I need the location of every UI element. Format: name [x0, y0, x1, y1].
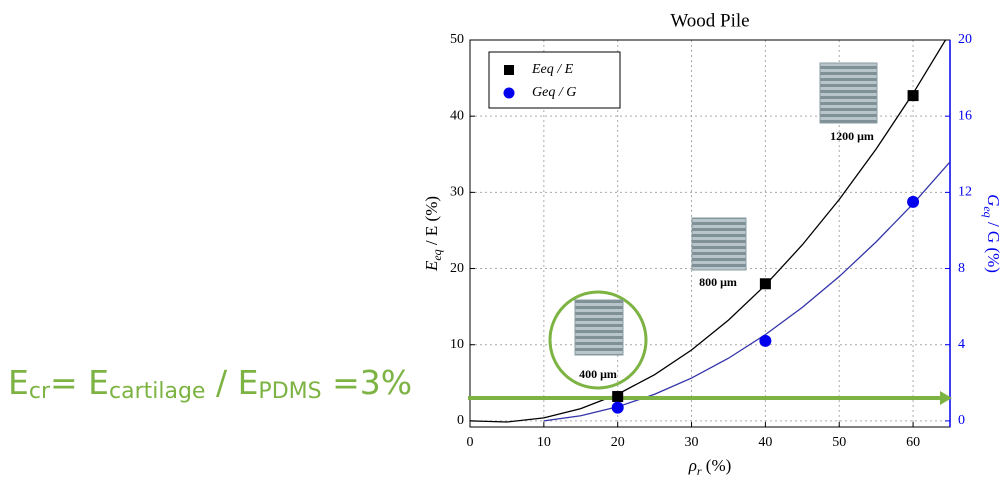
x-axis-label-rest: (%)	[702, 456, 732, 475]
y2-axis-label-rest: / G (%)	[984, 218, 1003, 273]
threshold-label-part: = E	[50, 363, 109, 402]
x-axis-label-main: ρ	[688, 456, 697, 475]
y-axis-label: Eeq / E (%)	[422, 196, 444, 272]
x-axis-label: ρr (%)	[688, 456, 732, 478]
threshold-label-part: cartilage	[109, 379, 205, 404]
inset-label: 800 μm	[699, 275, 737, 289]
threshold-label-part: cr	[29, 379, 51, 404]
y-tick-label: 30	[450, 185, 464, 200]
x-tick-label: 10	[537, 435, 551, 450]
y2-axis-label-sub: eq	[981, 206, 995, 217]
inset-label: 1200 μm	[830, 129, 874, 143]
y2-tick-label: 12	[958, 185, 972, 200]
threshold-label: Ecr= Ecartilage / EPDMS =3%	[8, 363, 412, 405]
y2-tick-label: 20	[958, 32, 972, 47]
y-axis-label-sub: eq	[430, 249, 444, 260]
legend-label: Geq / G	[532, 85, 576, 100]
y2-tick-label: 16	[958, 108, 972, 123]
y-tick-label: 0	[457, 413, 464, 428]
point	[759, 335, 771, 347]
point	[612, 391, 623, 402]
point	[612, 402, 624, 414]
threshold-label-part: / E	[205, 363, 258, 402]
x-tick-label: 20	[611, 435, 625, 450]
y-tick-label: 40	[450, 108, 464, 123]
y-axis-label-rest: / E (%)	[422, 196, 441, 249]
y-tick-label: 20	[450, 261, 464, 276]
legend-label: Eeq / E	[531, 62, 574, 77]
point	[908, 90, 919, 101]
y-tick-label: 10	[450, 337, 464, 352]
x-tick-label: 60	[906, 435, 920, 450]
threshold-label-part: E	[8, 363, 29, 402]
x-tick-label: 40	[758, 435, 772, 450]
y2-tick-label: 0	[958, 413, 965, 428]
chart-title: Wood Pile	[670, 10, 749, 31]
y-tick-label: 50	[450, 32, 464, 47]
y-axis-label-main: E	[422, 260, 441, 272]
y2-axis-label-main: G	[984, 194, 1003, 206]
legend-marker	[504, 65, 514, 75]
chart: Wood Pile 0 10 20 30 40 50 60 0 10 20 30 40 50 0 4 8 12 1…	[0, 0, 1008, 479]
lattice-image	[820, 63, 877, 123]
lattice-image	[692, 218, 746, 270]
y2-tick-label: 8	[958, 261, 965, 276]
point	[760, 278, 771, 289]
y2-axis-label: Geq / G (%)	[981, 194, 1003, 273]
x-tick-label: 0	[467, 435, 474, 450]
x-tick-label: 30	[685, 435, 699, 450]
x-tick-label: 50	[832, 435, 846, 450]
threshold-label-part: =3%	[322, 363, 413, 402]
inset-label: 400 μm	[579, 367, 617, 381]
threshold-label-part: PDMS	[258, 379, 321, 404]
point	[907, 196, 919, 208]
lattice-image	[575, 300, 623, 355]
legend-marker	[504, 88, 515, 99]
y2-tick-label: 4	[958, 337, 965, 352]
